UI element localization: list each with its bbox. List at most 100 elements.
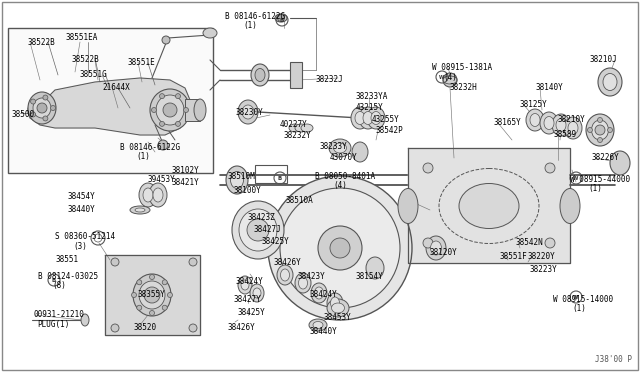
Text: 38140Y: 38140Y bbox=[535, 83, 563, 92]
Text: 38510A: 38510A bbox=[286, 196, 314, 205]
Ellipse shape bbox=[352, 142, 368, 162]
Ellipse shape bbox=[238, 276, 252, 294]
Text: 38510M: 38510M bbox=[228, 172, 256, 181]
Ellipse shape bbox=[81, 314, 89, 326]
Ellipse shape bbox=[540, 112, 558, 134]
Ellipse shape bbox=[238, 100, 258, 124]
Ellipse shape bbox=[239, 209, 277, 251]
Circle shape bbox=[162, 280, 167, 285]
Ellipse shape bbox=[255, 68, 265, 81]
Circle shape bbox=[184, 108, 189, 112]
Text: 38426Y: 38426Y bbox=[228, 323, 256, 332]
Ellipse shape bbox=[153, 188, 163, 202]
Text: W: W bbox=[573, 295, 579, 300]
Text: W 08915-14000: W 08915-14000 bbox=[553, 295, 613, 304]
Ellipse shape bbox=[598, 68, 622, 96]
Ellipse shape bbox=[586, 114, 614, 146]
Text: 38424Y: 38424Y bbox=[236, 277, 264, 286]
Text: 38520: 38520 bbox=[134, 323, 157, 332]
Circle shape bbox=[51, 106, 56, 110]
Circle shape bbox=[43, 116, 48, 121]
Text: 38125Y: 38125Y bbox=[520, 100, 548, 109]
Circle shape bbox=[163, 103, 177, 117]
Ellipse shape bbox=[250, 284, 264, 302]
Circle shape bbox=[443, 73, 457, 87]
Circle shape bbox=[545, 163, 555, 173]
Text: 38551E: 38551E bbox=[128, 58, 156, 67]
Text: B 08146-6122G: B 08146-6122G bbox=[120, 143, 180, 152]
Ellipse shape bbox=[426, 236, 446, 260]
Text: 38232J: 38232J bbox=[315, 75, 343, 84]
Text: 38100Y: 38100Y bbox=[234, 186, 262, 195]
Ellipse shape bbox=[241, 280, 249, 290]
Text: 38233Y: 38233Y bbox=[320, 142, 348, 151]
Text: (4): (4) bbox=[333, 181, 347, 190]
Text: 38426Y: 38426Y bbox=[274, 258, 301, 267]
Circle shape bbox=[189, 324, 197, 332]
Ellipse shape bbox=[552, 114, 570, 136]
Ellipse shape bbox=[226, 166, 248, 194]
Bar bbox=[255, 165, 287, 183]
Text: W 08915-44000: W 08915-44000 bbox=[570, 175, 630, 184]
Text: 38421Y: 38421Y bbox=[172, 178, 200, 187]
Circle shape bbox=[598, 118, 602, 122]
Ellipse shape bbox=[289, 124, 301, 132]
Ellipse shape bbox=[139, 183, 157, 207]
Text: (1): (1) bbox=[136, 152, 150, 161]
Text: 38589: 38589 bbox=[553, 130, 576, 139]
Ellipse shape bbox=[366, 257, 384, 279]
Ellipse shape bbox=[143, 188, 153, 202]
Text: W: W bbox=[439, 75, 445, 80]
Circle shape bbox=[168, 292, 173, 298]
Text: S 08360-51214: S 08360-51214 bbox=[55, 232, 115, 241]
Ellipse shape bbox=[203, 28, 217, 38]
Circle shape bbox=[137, 280, 142, 285]
Text: W: W bbox=[573, 176, 579, 181]
Ellipse shape bbox=[253, 288, 261, 298]
Text: 38551G: 38551G bbox=[80, 70, 108, 79]
Circle shape bbox=[159, 121, 164, 126]
Text: (1): (1) bbox=[243, 21, 257, 30]
Ellipse shape bbox=[194, 99, 206, 121]
Circle shape bbox=[144, 287, 160, 303]
Bar bbox=[185, 99, 200, 121]
Text: J38'00 P: J38'00 P bbox=[595, 355, 632, 364]
Ellipse shape bbox=[149, 183, 167, 207]
Ellipse shape bbox=[327, 293, 343, 313]
Circle shape bbox=[150, 311, 154, 315]
Text: 38542P: 38542P bbox=[376, 126, 404, 135]
Text: 38425Y: 38425Y bbox=[237, 308, 265, 317]
Bar bbox=[8, 28, 213, 173]
Ellipse shape bbox=[156, 95, 184, 125]
Text: PLUG(1): PLUG(1) bbox=[37, 320, 69, 329]
Text: 38232Y: 38232Y bbox=[283, 131, 311, 140]
Ellipse shape bbox=[591, 120, 609, 140]
Text: 43215Y: 43215Y bbox=[356, 103, 384, 112]
Circle shape bbox=[175, 94, 180, 99]
Circle shape bbox=[330, 238, 350, 258]
Circle shape bbox=[31, 112, 36, 117]
Text: 38425Y: 38425Y bbox=[262, 237, 290, 246]
Circle shape bbox=[423, 163, 433, 173]
Text: (1): (1) bbox=[572, 304, 586, 313]
Text: (3): (3) bbox=[73, 242, 87, 251]
Text: 38154Y: 38154Y bbox=[355, 272, 383, 281]
Text: 38522B: 38522B bbox=[27, 38, 55, 47]
Circle shape bbox=[247, 219, 269, 241]
Ellipse shape bbox=[332, 303, 344, 313]
Text: 43070Y: 43070Y bbox=[330, 153, 358, 162]
Text: 38226Y: 38226Y bbox=[592, 153, 620, 162]
Ellipse shape bbox=[329, 139, 351, 157]
Text: B: B bbox=[52, 278, 56, 283]
Ellipse shape bbox=[330, 297, 339, 309]
Text: (8): (8) bbox=[52, 281, 66, 290]
Text: 38210Y: 38210Y bbox=[557, 115, 585, 124]
Ellipse shape bbox=[242, 105, 254, 119]
Ellipse shape bbox=[277, 265, 293, 285]
Circle shape bbox=[189, 258, 197, 266]
Ellipse shape bbox=[139, 281, 165, 309]
Ellipse shape bbox=[33, 98, 51, 118]
Ellipse shape bbox=[133, 274, 171, 316]
Text: 38230Y: 38230Y bbox=[236, 108, 264, 117]
Ellipse shape bbox=[230, 171, 243, 189]
